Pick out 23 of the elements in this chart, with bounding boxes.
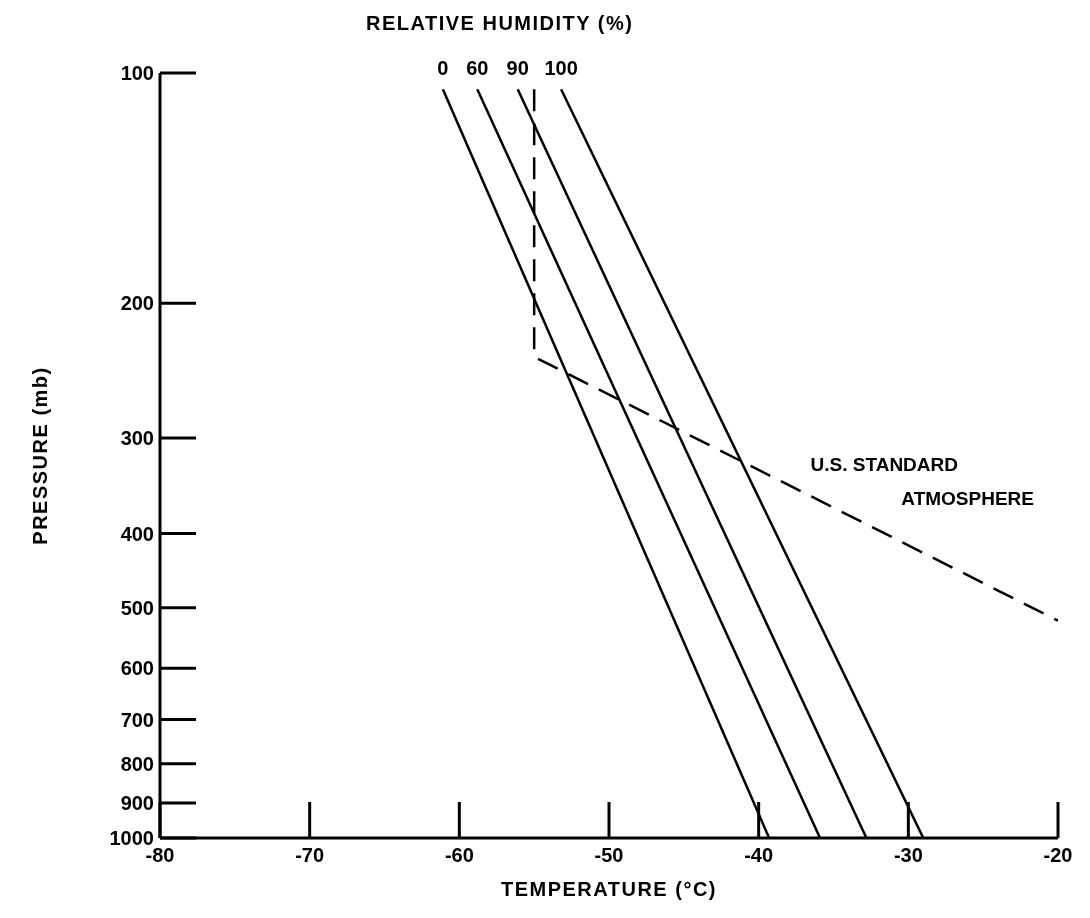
series-label: 100 [544, 57, 578, 80]
series-label: 0 [437, 57, 449, 80]
legend-title: RELATIVE HUMIDITY (%) [366, 12, 634, 34]
y-tick-label: 700 [120, 708, 154, 731]
series-label: U.S. STANDARD ATMOSPHERE [810, 453, 1034, 509]
x-tick-label: -40 [744, 844, 774, 866]
y-axis-title: PRESSURE (mb) [29, 366, 52, 545]
y-tick-label: 400 [120, 522, 154, 545]
y-tick-label: 800 [120, 752, 154, 775]
y-tick-label: 600 [120, 657, 154, 680]
x-tick-label: -50 [594, 844, 624, 866]
x-tick-label: -70 [295, 844, 325, 866]
series-label: 60 [466, 57, 489, 80]
series-label: 90 [506, 57, 529, 80]
x-tick-label: -30 [893, 844, 923, 866]
x-tick-label: -20 [1043, 844, 1073, 866]
x-tick-label: -60 [444, 844, 474, 866]
y-tick-label: 500 [120, 596, 154, 619]
y-tick-label: 100 [120, 62, 154, 84]
x-axis-title: TEMPERATURE (°C) [500, 878, 718, 901]
y-tick-label: 200 [120, 292, 154, 315]
y-tick-label: 300 [120, 427, 154, 449]
y-tick-label: 900 [120, 792, 154, 814]
